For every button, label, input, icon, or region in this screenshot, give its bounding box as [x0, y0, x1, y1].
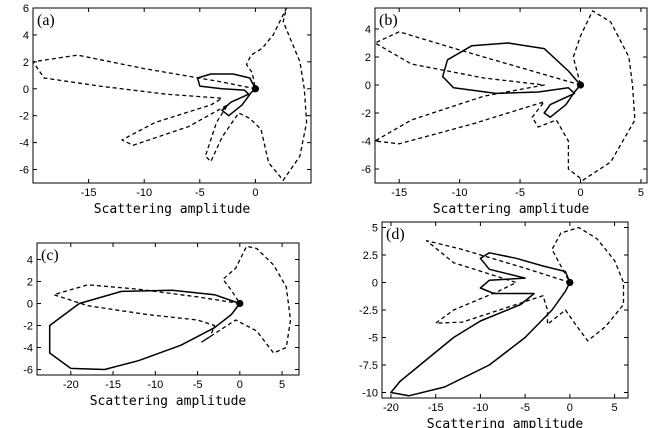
x-tick-label: -20: [383, 402, 399, 414]
x-tick-label: 5: [638, 187, 644, 199]
dashed-curve: [32, 7, 308, 181]
x-tick-label: -15: [81, 187, 97, 199]
x-axis-label: Scattering amplitude: [427, 417, 584, 428]
origin-point: [566, 278, 574, 287]
y-tick-label: -2: [19, 111, 29, 123]
y-tick-label: -5: [368, 333, 378, 345]
chart-panel-2: -15 -10 -5 0 5 -6 -4 -2 0 2 4 (b) Scattering amplitu…: [361, 7, 648, 217]
solid-curve: [48, 289, 241, 371]
y-tick-label: -2.5: [359, 305, 378, 317]
x-tick-label: 5: [612, 402, 618, 414]
y-tick-label: -2: [361, 108, 371, 120]
x-tick-label: 0: [237, 379, 243, 391]
panel-label: (c): [41, 247, 59, 264]
y-tick-label: 0: [365, 80, 371, 92]
plot-frame: [32, 7, 312, 184]
x-tick-label: -10: [452, 187, 468, 199]
x-tick-label: -15: [428, 402, 444, 414]
x-tick-label: -10: [136, 187, 152, 199]
y-tick-label: 0: [23, 84, 29, 96]
x-tick-label: -5: [515, 187, 525, 199]
plot-frame: [374, 7, 648, 184]
y-tick-label: 2: [23, 57, 29, 69]
dashed-curve: [426, 226, 625, 342]
x-tick-label: -10: [147, 379, 163, 391]
chart-panel-4: -20 -15 -10 -5 0 5 5 2.5 0 -2.5 -5 -7.5 -10 (d) Scatte…: [359, 221, 629, 428]
y-tick-label: -6: [361, 164, 371, 176]
dashed-curve: [374, 10, 636, 181]
y-tick-label: 6: [23, 3, 29, 15]
solid-curve: [390, 252, 571, 397]
panel-label: (d): [386, 226, 405, 243]
y-tick-label: 4: [23, 30, 29, 42]
x-tick-label: 0: [567, 402, 573, 414]
origin-point: [251, 85, 259, 93]
x-tick-label: -10: [472, 402, 488, 414]
y-tick-label: -10: [362, 388, 378, 400]
x-tick-label: 5: [279, 379, 285, 391]
y-tick-label: -7.5: [359, 360, 378, 372]
x-tick-label: 0: [577, 187, 583, 199]
chart-panel-1: -15 -10 -5 0 -6 -4 -2 0 2 4 6 (a) Scattering amplitu…: [19, 3, 312, 217]
x-axis-label: Scattering amplitude: [90, 394, 247, 409]
plot-frame: [381, 221, 629, 399]
y-tick-label: 5: [372, 223, 378, 235]
y-tick-label: 0: [372, 278, 378, 290]
x-tick-label: -5: [520, 402, 530, 414]
y-tick-label: 2.5: [363, 250, 378, 262]
y-tick-label: 0: [27, 299, 33, 311]
x-tick-label: -5: [195, 187, 205, 199]
x-tick-label: 0: [252, 187, 258, 199]
y-tick-label: 2: [27, 277, 33, 289]
solid-curve: [196, 73, 257, 117]
y-tick-label: -2: [23, 321, 33, 333]
y-tick-label: 4: [27, 255, 33, 267]
dashed-curve: [53, 245, 292, 354]
plot-frame: [36, 242, 300, 376]
panel-label: (a): [37, 12, 55, 29]
y-tick-label: -6: [23, 365, 33, 377]
y-tick-label: -4: [361, 136, 371, 148]
panel-label: (b): [379, 12, 398, 29]
y-tick-label: 4: [365, 24, 371, 36]
y-tick-label: 2: [365, 52, 371, 64]
x-tick-label: -5: [193, 379, 203, 391]
origin-point: [576, 81, 585, 89]
x-axis-label: Scattering amplitude: [94, 202, 251, 217]
y-tick-label: -4: [23, 343, 33, 355]
x-tick-label: -15: [105, 379, 121, 391]
x-axis-label: Scattering amplitude: [433, 202, 590, 217]
origin-point: [236, 299, 244, 308]
y-tick-label: -4: [19, 138, 29, 150]
x-tick-label: -15: [391, 187, 407, 199]
solid-curve: [441, 42, 582, 118]
x-tick-label: -20: [63, 379, 79, 391]
y-tick-label: -6: [19, 165, 29, 177]
